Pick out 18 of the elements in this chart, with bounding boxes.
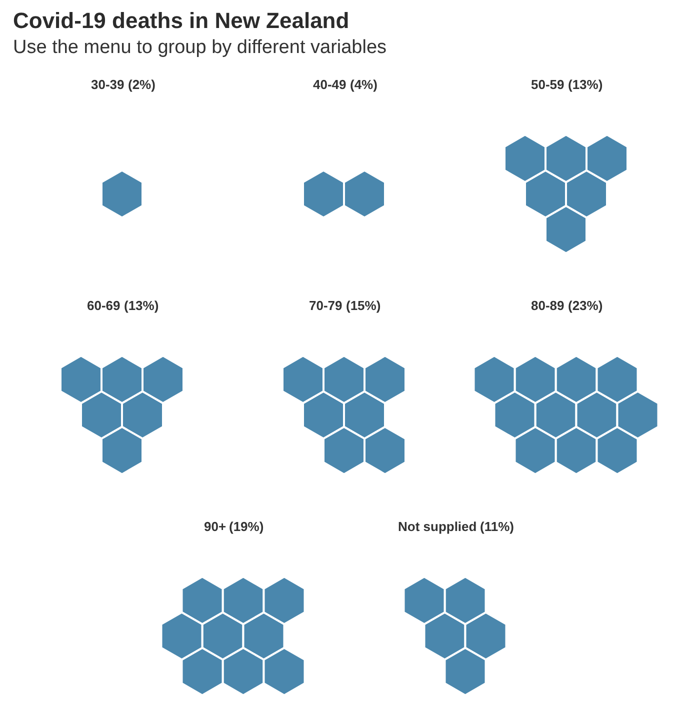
data-label: (11%)	[480, 519, 514, 534]
data-label: (23%)	[568, 298, 603, 313]
text: Covid-19 deaths in New Zealand	[13, 8, 350, 33]
data-label: (4%)	[350, 77, 378, 92]
data-label: (13%)	[568, 77, 603, 92]
category-label: 40-49	[313, 77, 346, 92]
data-label: (13%)	[124, 298, 159, 313]
data-label: (2%)	[128, 77, 156, 92]
category-label: 50-59	[531, 77, 564, 92]
category-label: 90+	[204, 519, 226, 534]
data-label: (19%)	[229, 519, 264, 534]
category-label: 60-69	[87, 298, 120, 313]
category-label: Not supplied	[398, 519, 477, 534]
category-label: 30-39	[91, 77, 124, 92]
data-label: (15%)	[346, 298, 381, 313]
category-label: 80-89	[531, 298, 564, 313]
text: Use the menu to group by different variables	[13, 37, 387, 58]
category-label: 70-79	[309, 298, 342, 313]
